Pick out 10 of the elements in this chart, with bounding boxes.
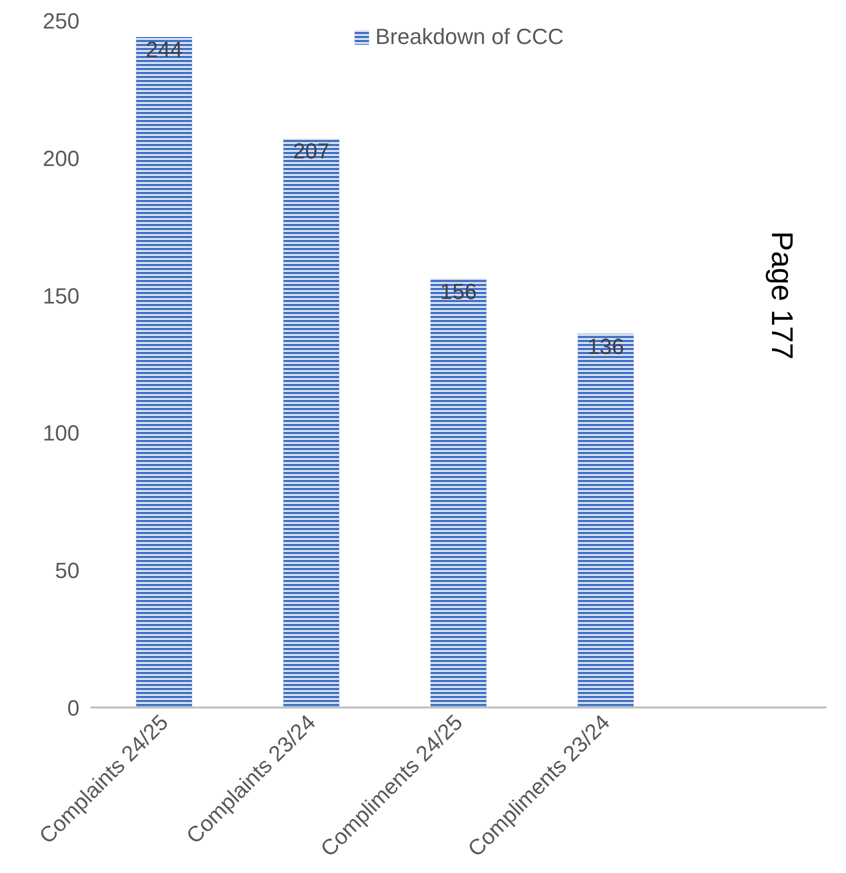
annotation: Page 177: [765, 231, 798, 360]
y-tick-label: 150: [42, 283, 80, 308]
y-tick-label: 50: [55, 558, 80, 584]
y-tick-label: 100: [42, 420, 80, 446]
data-label: 244: [146, 36, 182, 62]
data-label: 136: [587, 334, 624, 359]
y-tick-label: 200: [42, 146, 80, 171]
y-tick-label: 250: [42, 8, 80, 34]
legend-label: Breakdown of CCC: [375, 24, 564, 50]
y-tick-label: 0: [67, 696, 80, 720]
